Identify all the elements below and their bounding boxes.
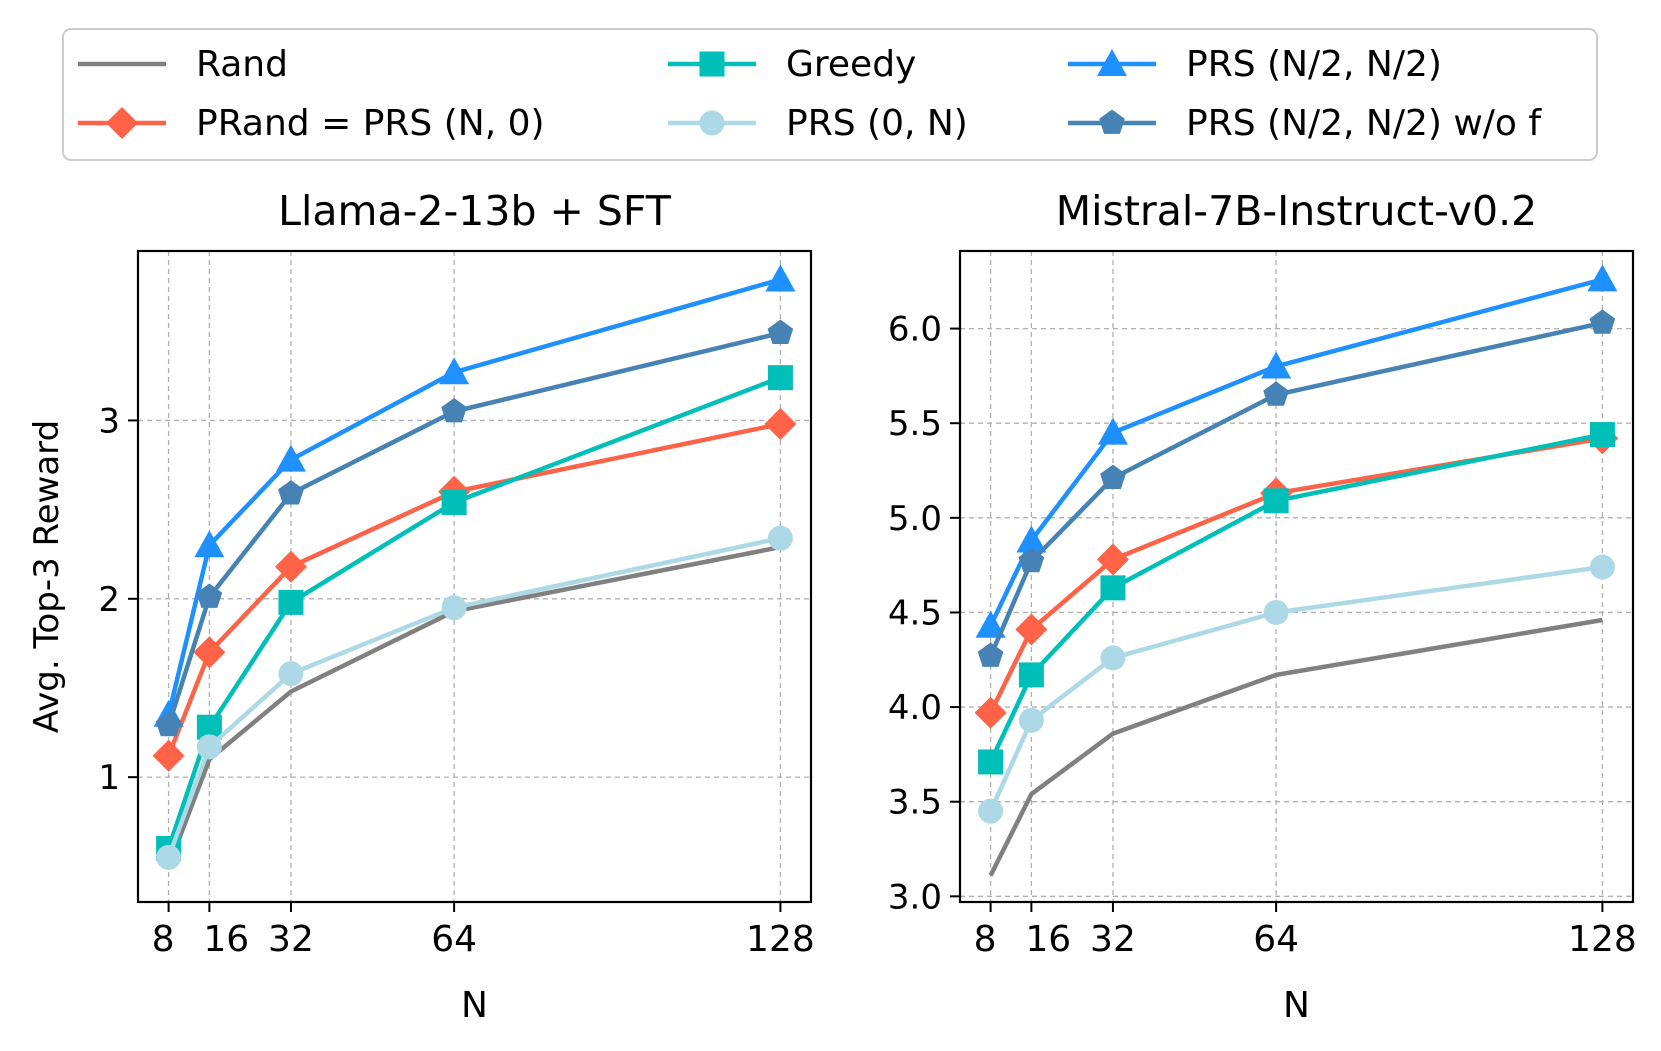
series-prand [975,422,1619,728]
series-line-prand [169,424,781,756]
legend-label-greedy: Greedy [786,44,916,85]
data-point-prswof [441,398,467,422]
legend-marker-prs0n [700,111,725,136]
y-tick-label: 3 [98,401,120,441]
chart-panel-1: 8 16 32 64 128 1 2 3 Llama-2-13b + SFT N Avg. Top-… [27,187,815,1026]
data-point-prs0n [768,526,793,551]
series-line-prswof [169,333,781,725]
x-tick-label: 64 [1253,919,1299,960]
series-prswof [156,320,793,737]
data-point-prswof [768,320,794,345]
data-point-prshalf [765,265,795,292]
data-point-prs0n [1264,600,1289,625]
x-tick-label: 128 [746,919,815,960]
series-prs0n [156,526,793,870]
x-axis-label: N [461,985,488,1026]
series-prand [153,408,797,772]
y-tick-label: 1 [98,758,120,798]
x-tick-label: 128 [1568,919,1637,960]
data-point-prswof [1590,309,1616,333]
data-point-prand [764,408,796,440]
data-point-prswof [978,643,1004,667]
chart-title: Llama-2-13b + SFT [278,187,672,235]
x-tick-label: 8 [974,919,997,960]
y-tick-label: 2 [98,580,120,620]
data-point-prs0n [156,845,181,870]
series-line-greedy [991,435,1603,762]
data-point-prshalf [1098,418,1128,445]
y-tick-label: 5.0 [888,499,942,539]
data-point-prshalf [1587,264,1617,291]
data-point-prs0n [1590,555,1615,580]
data-point-prs0n [978,799,1003,824]
data-point-greedy [1264,488,1289,513]
legend-label-prswof: PRS (N/2, N/2) w/o f [1186,103,1542,144]
y-tick-label: 4.0 [888,688,942,728]
y-tick-label: 3.5 [888,783,942,823]
legend-marker-greedy [700,52,725,77]
series-line-greedy [169,378,781,849]
legend-label-prs0n: PRS (0, N) [786,103,968,144]
data-point-greedy [978,749,1003,774]
x-tick-label: 32 [268,919,314,960]
y-tick-label: 4.5 [888,593,942,633]
legend-label-rand: Rand [196,44,288,85]
y-tick-label: 5.5 [888,404,942,444]
x-tick-label: 16 [1025,919,1071,960]
series-rand [991,620,1603,876]
data-point-prshalf [276,445,306,472]
data-point-greedy [1100,575,1125,600]
y-tick-label: 6.0 [888,310,942,350]
data-point-prs0n [442,595,467,620]
data-point-prswof [1263,381,1289,405]
series-line-prs0n [991,567,1603,811]
data-point-prswof [278,480,304,504]
data-point-prs0n [1019,708,1044,733]
series-line-prs0n [169,538,781,857]
data-point-prs0n [1100,645,1125,670]
data-point-greedy [278,590,303,615]
legend: Rand PRand = PRS (N, 0) Greedy PRS (0, N) PR… [63,29,1597,160]
data-point-prs0n [197,734,222,759]
data-point-greedy [442,490,467,515]
y-axis-label: Avg. Top-3 Reward [27,420,67,733]
x-tick-label: 64 [431,919,477,960]
chart-title: Mistral-7B-Instruct-v0.2 [1056,187,1538,235]
y-tick-label: 3.0 [888,877,942,917]
data-point-prand [975,697,1007,729]
x-tick-label: 8 [152,919,175,960]
series-rand [169,547,781,866]
data-point-prs0n [278,661,303,686]
chart-panel-2: 8 16 32 64 128 3.0 3.5 4.0 4.5 5.0 5.5 6.0 Mistral-7… [888,187,1637,1026]
data-point-prswof [1100,465,1126,489]
series-greedy [978,422,1615,774]
x-tick-label: 32 [1090,919,1136,960]
legend-label-prshalf: PRS (N/2, N/2) [1186,44,1442,85]
chart-panels: 8 16 32 64 128 1 2 3 Llama-2-13b + SFT N Avg. Top-… [27,187,1637,1026]
data-point-greedy [1590,422,1615,447]
x-axis-label: N [1283,985,1310,1026]
figure: Rand PRand = PRS (N, 0) Greedy PRS (0, N) PR… [0,0,1661,1051]
x-tick-label: 16 [203,919,249,960]
data-point-greedy [768,365,793,390]
data-point-prand [153,740,185,772]
series-line-rand [169,547,781,866]
series-line-rand [991,620,1603,876]
data-point-greedy [1019,662,1044,687]
legend-label-prand: PRand = PRS (N, 0) [196,103,545,144]
data-point-prswof [156,712,182,736]
